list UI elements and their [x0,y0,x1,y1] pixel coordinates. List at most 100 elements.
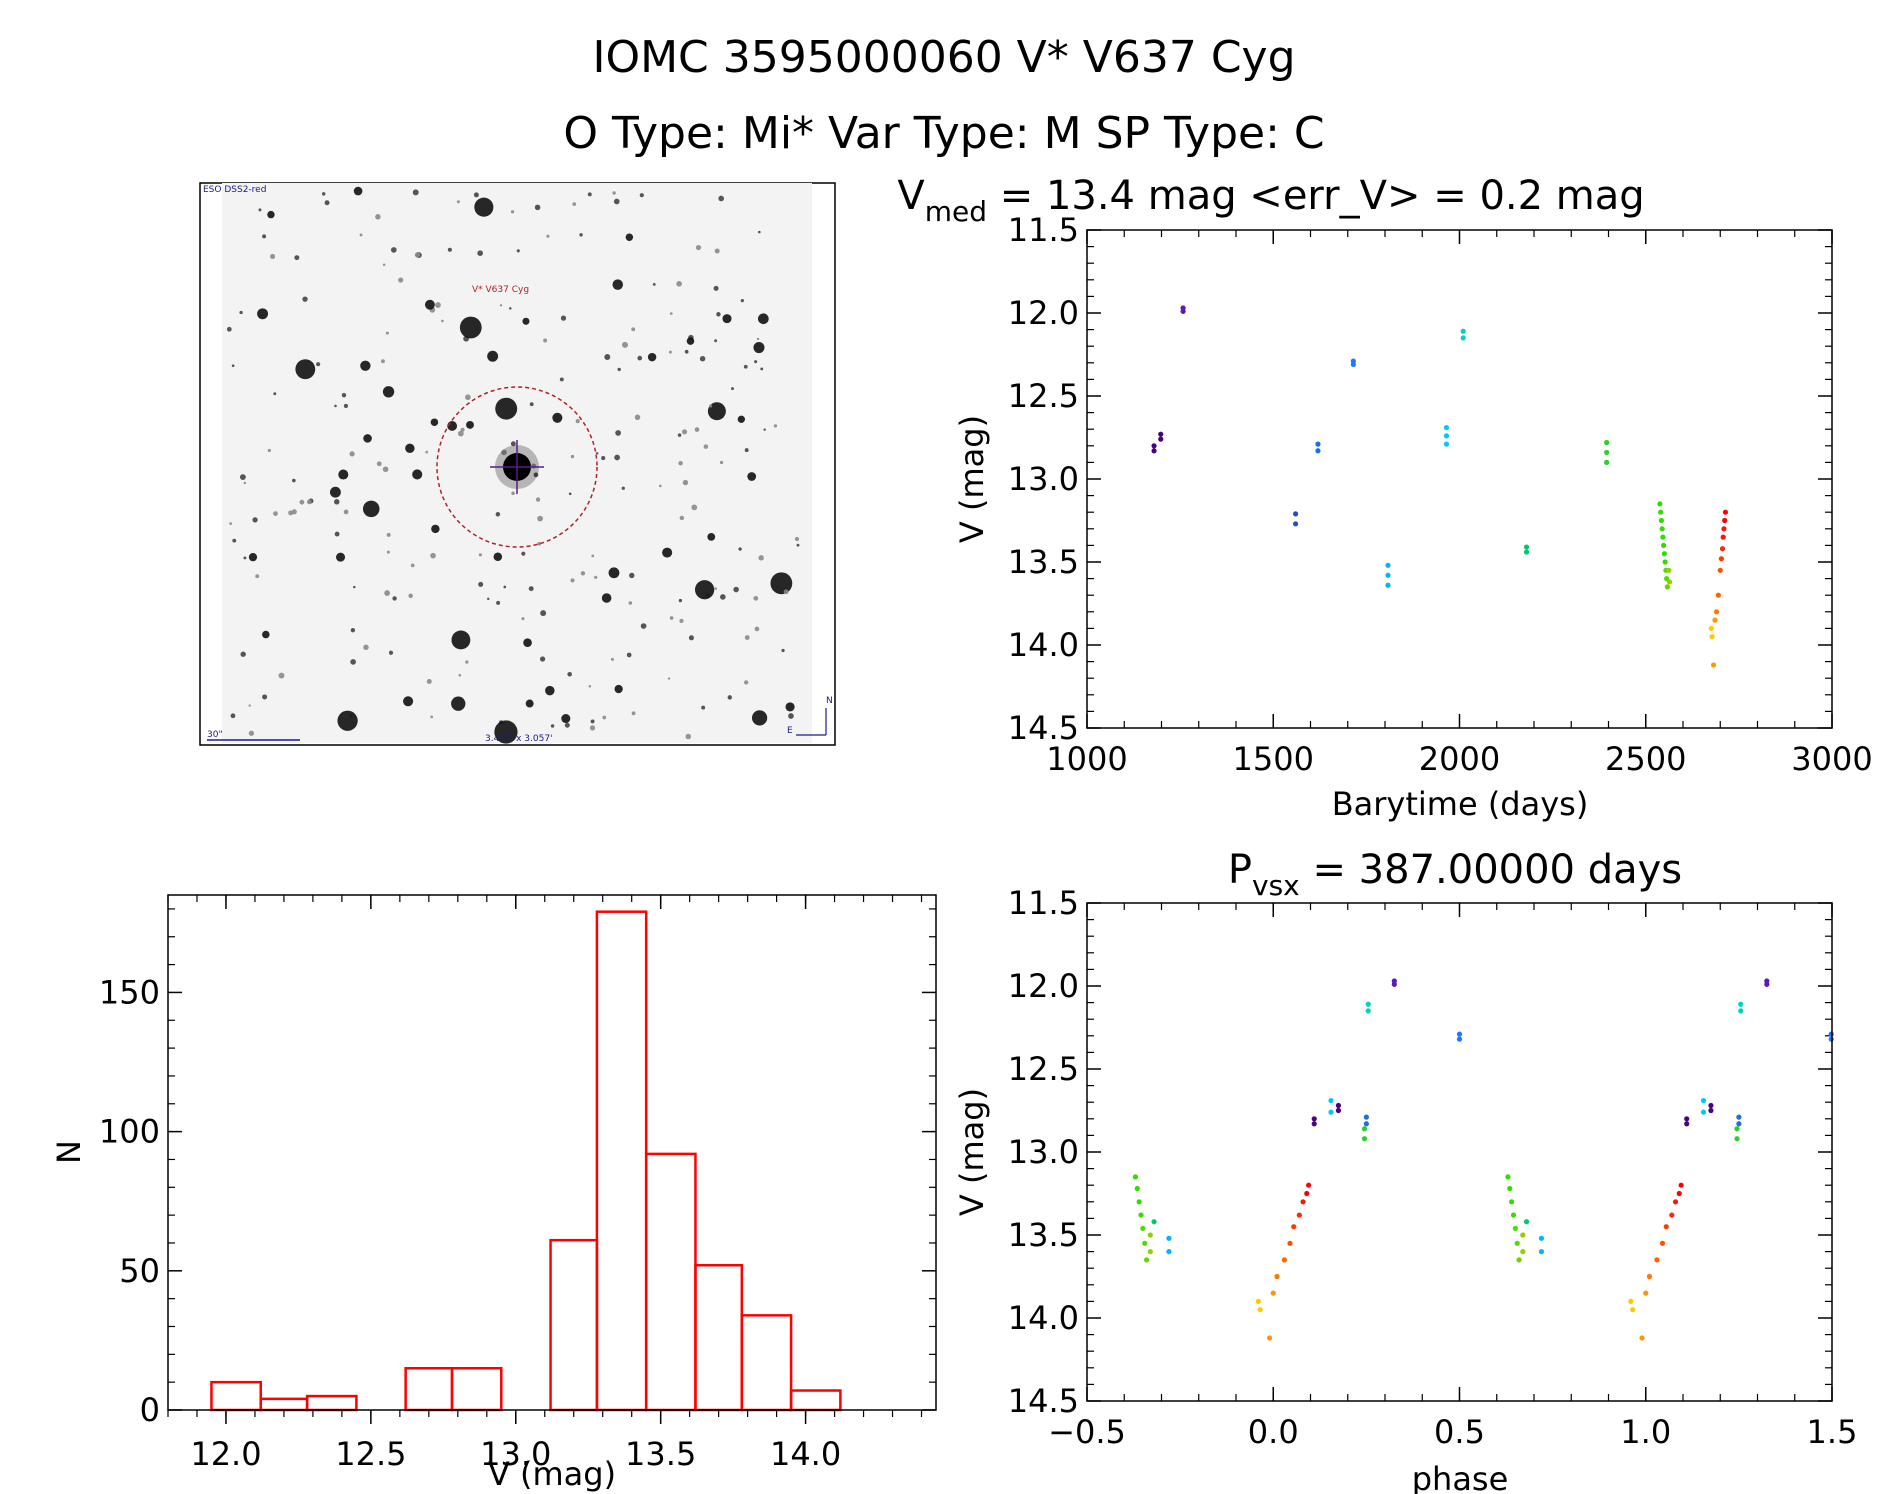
finder-star [740,299,744,303]
finder-star [412,469,423,480]
lightcurve-xtick-label: 2000 [1419,740,1500,778]
lightcurve-xtick-label: 2500 [1605,740,1686,778]
phased-point [1151,1219,1157,1225]
lightcurve-point [1717,567,1723,573]
finder-star [495,512,501,517]
lightcurve-point [1315,441,1321,447]
finder-star [622,341,628,348]
finder-star [510,441,516,447]
phased-xtick-label: 0.0 [1248,1413,1299,1451]
finder-star [292,478,296,483]
finder-star [533,472,539,478]
finder-star [278,672,285,679]
scale-label: 30" [207,730,223,740]
lightcurve-ytick-label: 14.5 [1008,709,1079,747]
finder-star [681,429,688,435]
finder-star [388,650,394,655]
phased-ytick-label: 14.5 [1008,1382,1079,1420]
finder-star [466,420,474,429]
lightcurve-ytick-label: 12.0 [1008,294,1079,332]
finder-star [537,515,543,522]
finder-star [720,594,726,600]
lightcurve-point [1709,634,1715,640]
finder-star [324,200,330,206]
histogram-xtick-label: 12.0 [190,1435,261,1473]
phased-point [1328,1097,1334,1104]
finder-star [594,575,598,579]
finder-star [694,427,700,432]
finder-star [226,326,232,332]
phased-point [1287,1240,1293,1246]
finder-star [747,472,757,481]
finder-star [460,427,465,432]
finder-star [273,511,278,517]
finder-star [760,367,764,371]
lightcurve-xtick-label: 1000 [1046,740,1127,778]
finder-star [426,679,432,685]
finder-stars [226,186,800,744]
finder-star [744,680,749,685]
finder-star [451,630,471,650]
lightcurve-point [1293,521,1299,527]
histogram-bar [450,1366,503,1412]
finder-star [694,580,715,600]
finder-star [495,397,518,420]
phased-title: Pvsx = 387.00000 days [1228,847,1682,902]
finder-star [737,415,746,423]
finder-star [269,253,276,259]
lightcurve-point [1661,542,1667,549]
finder-star [738,547,742,551]
finder-star [684,349,689,354]
finder-star [262,694,268,700]
lightcurve-point [1151,448,1157,454]
phased-point [1166,1249,1172,1255]
finder-star [474,197,494,217]
finder-star [243,481,247,485]
lightcurve-point [1385,572,1391,578]
phased-point [1700,1097,1707,1104]
finder-star [785,702,795,712]
finder-star [677,433,682,437]
finder-star [503,585,507,589]
phased-point [1140,1225,1146,1231]
lightcurve-xlabel: Barytime (days) [1332,785,1589,823]
finder-star [604,354,611,361]
phased-point [1291,1224,1297,1230]
finder-star [336,552,346,562]
lightcurve-point [1657,501,1663,507]
finder-star [385,331,389,335]
histogram-bar [789,1389,842,1412]
finder-star [522,317,530,325]
finder-star [229,522,233,525]
lightcurve-point [1604,449,1610,456]
finder-star [501,449,507,456]
phased-point [1136,1199,1142,1205]
phased-xtick-label: −0.5 [1048,1413,1126,1451]
finder-star [376,461,382,467]
finder-star [262,630,270,639]
finder-star [477,250,483,257]
phased-point [1134,1185,1140,1192]
phased-ylabel: V (mag) [953,1088,991,1216]
lightcurve-ytick-label: 11.5 [1008,211,1079,249]
histogram-bar [404,1366,454,1412]
phased-point [1523,1219,1530,1225]
finder-star [478,581,484,587]
finder-star [758,555,764,561]
finder-star [430,552,436,559]
phased-point [1300,1199,1306,1205]
lightcurve-point [1180,308,1186,314]
phased-ytick-label: 12.5 [1008,1050,1079,1088]
finder-star [521,551,526,556]
phased-point [1630,1307,1636,1313]
finder-star [637,355,643,361]
histogram-ytick-label: 100 [99,1113,160,1151]
phased-point [1147,1249,1153,1255]
phased-point [1311,1116,1317,1122]
finder-star [695,244,702,251]
finder-star [662,547,673,558]
finder-star [733,586,739,593]
finder-star [414,252,421,258]
finder-star [601,593,612,603]
